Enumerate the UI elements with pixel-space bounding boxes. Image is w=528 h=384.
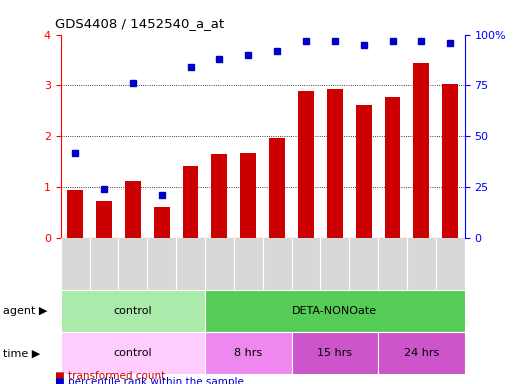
- Bar: [61, 332, 205, 374]
- Text: agent ▶: agent ▶: [3, 306, 47, 316]
- Bar: [183, 166, 199, 238]
- Bar: [298, 91, 314, 238]
- Bar: [356, 105, 372, 238]
- Bar: [96, 202, 112, 238]
- Text: time ▶: time ▶: [3, 348, 40, 358]
- Text: ■ transformed count: ■ transformed count: [55, 371, 166, 381]
- Bar: [442, 84, 458, 238]
- Text: GDS4408 / 1452540_a_at: GDS4408 / 1452540_a_at: [55, 17, 224, 30]
- Bar: [125, 181, 141, 238]
- Text: control: control: [114, 306, 152, 316]
- Bar: [327, 89, 343, 238]
- Bar: [154, 207, 169, 238]
- Bar: [67, 190, 83, 238]
- Bar: [378, 332, 465, 374]
- Bar: [291, 332, 378, 374]
- Text: control: control: [114, 348, 152, 358]
- Bar: [212, 154, 228, 238]
- Bar: [240, 153, 256, 238]
- Bar: [413, 63, 429, 238]
- Bar: [205, 290, 465, 332]
- Text: 8 hrs: 8 hrs: [234, 348, 262, 358]
- Text: 24 hrs: 24 hrs: [404, 348, 439, 358]
- Bar: [61, 290, 205, 332]
- Bar: [269, 138, 285, 238]
- Text: DETA-NONOate: DETA-NONOate: [292, 306, 378, 316]
- Text: 15 hrs: 15 hrs: [317, 348, 352, 358]
- Bar: [384, 97, 400, 238]
- Text: ■ percentile rank within the sample: ■ percentile rank within the sample: [55, 377, 244, 384]
- Bar: [205, 332, 291, 374]
